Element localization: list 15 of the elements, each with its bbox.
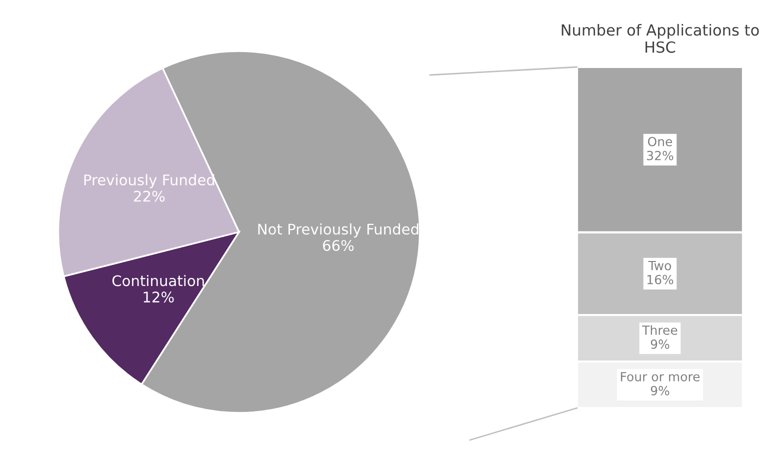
- series-label: Three: [642, 325, 678, 335]
- data-label: 66%: [323, 240, 354, 251]
- chart-title: Number of Applications to HSC: [562, 24, 759, 53]
- data-label: 22%: [134, 190, 165, 202]
- series-label: Two: [648, 261, 672, 270]
- slice-label: Continuation: [112, 274, 204, 286]
- data-label: 16%: [647, 274, 674, 284]
- slice-label: Previously Funded: [84, 174, 214, 188]
- data-label: 12%: [144, 292, 174, 303]
- series-label: One: [648, 136, 672, 146]
- series-label: Four or more: [620, 372, 700, 382]
- data-label: 32%: [647, 150, 674, 160]
- slice-label: Not Previously Funded: [258, 223, 418, 238]
- data-label: 9%: [650, 386, 670, 396]
- data-label: 9%: [650, 339, 670, 349]
